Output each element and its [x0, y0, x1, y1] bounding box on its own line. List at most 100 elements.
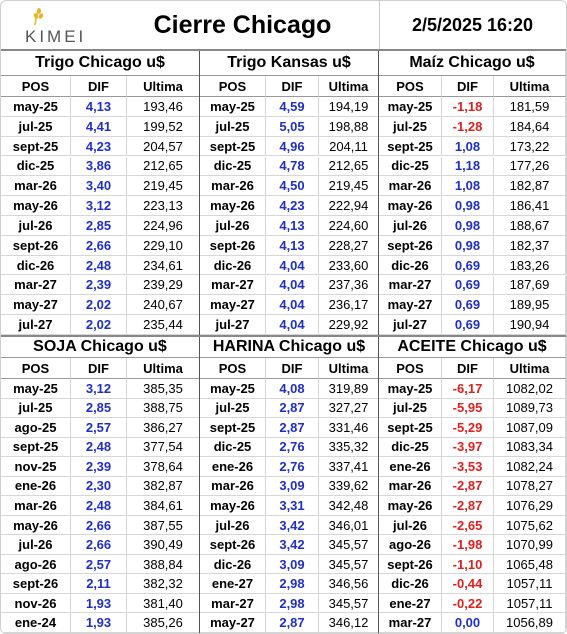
last-price: 204,57: [127, 136, 200, 157]
last-price: 346,12: [319, 613, 379, 633]
position: jul-25: [200, 116, 266, 137]
last-price: 345,57: [319, 554, 379, 575]
position: dic-25: [200, 156, 266, 177]
position: jul-27: [200, 315, 266, 335]
last-price: 204,11: [319, 136, 379, 157]
column-header: DIF: [266, 358, 319, 379]
position: mar-27: [200, 593, 266, 614]
difference: 2,48: [71, 255, 127, 276]
difference: 3,12: [71, 196, 127, 216]
difference: 0,69: [442, 255, 494, 276]
position: mar-26: [379, 176, 442, 197]
column-header: Ultima: [127, 358, 200, 379]
difference: 2,48: [71, 437, 127, 458]
last-price: 342,48: [319, 496, 379, 516]
last-price: 385,35: [127, 379, 200, 399]
difference: 0,98: [442, 216, 494, 236]
last-price: 345,57: [319, 535, 379, 555]
divider: [379, 1, 380, 49]
difference: 2,66: [71, 515, 127, 536]
position: may-27: [200, 295, 266, 316]
difference: 4,41: [71, 116, 127, 137]
difference: 4,59: [266, 97, 319, 117]
last-price: 228,27: [319, 235, 379, 256]
difference: 2,76: [266, 457, 319, 477]
last-price: 181,59: [494, 97, 566, 117]
position: jul-25: [200, 398, 266, 419]
difference: -6,17: [442, 379, 494, 399]
position: may-25: [1, 97, 71, 117]
position: mar-27: [200, 275, 266, 296]
position: may-26: [1, 515, 71, 536]
column-header: DIF: [71, 76, 127, 97]
last-price: 212,65: [127, 156, 200, 177]
position: jul-26: [1, 216, 71, 236]
difference: 3,31: [266, 496, 319, 516]
column-header: DIF: [442, 76, 494, 97]
last-price: 377,54: [127, 437, 200, 458]
position: jul-26: [1, 535, 71, 555]
difference: 2,76: [266, 437, 319, 458]
column-header: POS: [200, 358, 266, 379]
last-price: 385,26: [127, 613, 200, 633]
position: mar-27: [1, 275, 71, 296]
last-price: 223,13: [127, 196, 200, 216]
position: may-26: [379, 196, 442, 216]
last-price: 188,67: [494, 216, 566, 236]
difference: 1,93: [71, 613, 127, 633]
position: mar-26: [379, 476, 442, 497]
position: jul-25: [1, 398, 71, 419]
difference: 2,98: [266, 593, 319, 614]
column-header: DIF: [442, 358, 494, 379]
position: mar-26: [1, 496, 71, 516]
panel-title: Trigo Kansas u$: [200, 51, 379, 76]
last-price: 1057,11: [494, 574, 566, 594]
position: jul-26: [200, 515, 266, 536]
difference: 4,96: [266, 136, 319, 157]
last-price: 388,84: [127, 554, 200, 575]
last-price: 199,52: [127, 116, 200, 137]
position: dic-25: [379, 437, 442, 458]
difference: 4,23: [266, 196, 319, 216]
position: may-25: [379, 97, 442, 117]
position: may-25: [379, 379, 442, 399]
last-price: 382,32: [127, 574, 200, 594]
logo: KIMEI: [15, 7, 95, 46]
position: may-27: [379, 295, 442, 316]
difference: 4,13: [71, 97, 127, 117]
last-price: 193,46: [127, 97, 200, 117]
last-price: 331,46: [319, 418, 379, 438]
difference: 4,23: [71, 136, 127, 157]
difference: -3,53: [442, 457, 494, 477]
position: jul-26: [379, 515, 442, 536]
difference: -1,18: [442, 97, 494, 117]
last-price: 224,60: [319, 216, 379, 236]
last-price: 345,57: [319, 593, 379, 614]
last-price: 182,87: [494, 176, 566, 197]
position: nov-25: [1, 457, 71, 477]
position: may-26: [200, 496, 266, 516]
difference: 3,09: [266, 476, 319, 497]
position: may-26: [1, 196, 71, 216]
last-price: 212,65: [319, 156, 379, 177]
difference: 2,87: [266, 613, 319, 633]
difference: 2,57: [71, 418, 127, 438]
position: ago-26: [379, 535, 442, 555]
column-header: POS: [1, 76, 71, 97]
difference: 3,86: [71, 156, 127, 177]
column-header: POS: [200, 76, 266, 97]
last-price: 319,89: [319, 379, 379, 399]
difference: -1,10: [442, 554, 494, 575]
logo-text: KIMEI: [25, 27, 87, 46]
difference: 5,05: [266, 116, 319, 137]
last-price: 1056,89: [494, 613, 566, 633]
difference: 4,78: [266, 156, 319, 177]
position: dic-25: [379, 156, 442, 177]
difference: 2,85: [71, 398, 127, 419]
last-price: 224,96: [127, 216, 200, 236]
last-price: 1065,48: [494, 554, 566, 575]
difference: 3,09: [266, 554, 319, 575]
last-price: 1075,62: [494, 515, 566, 536]
difference: 1,08: [442, 136, 494, 157]
last-price: 388,75: [127, 398, 200, 419]
